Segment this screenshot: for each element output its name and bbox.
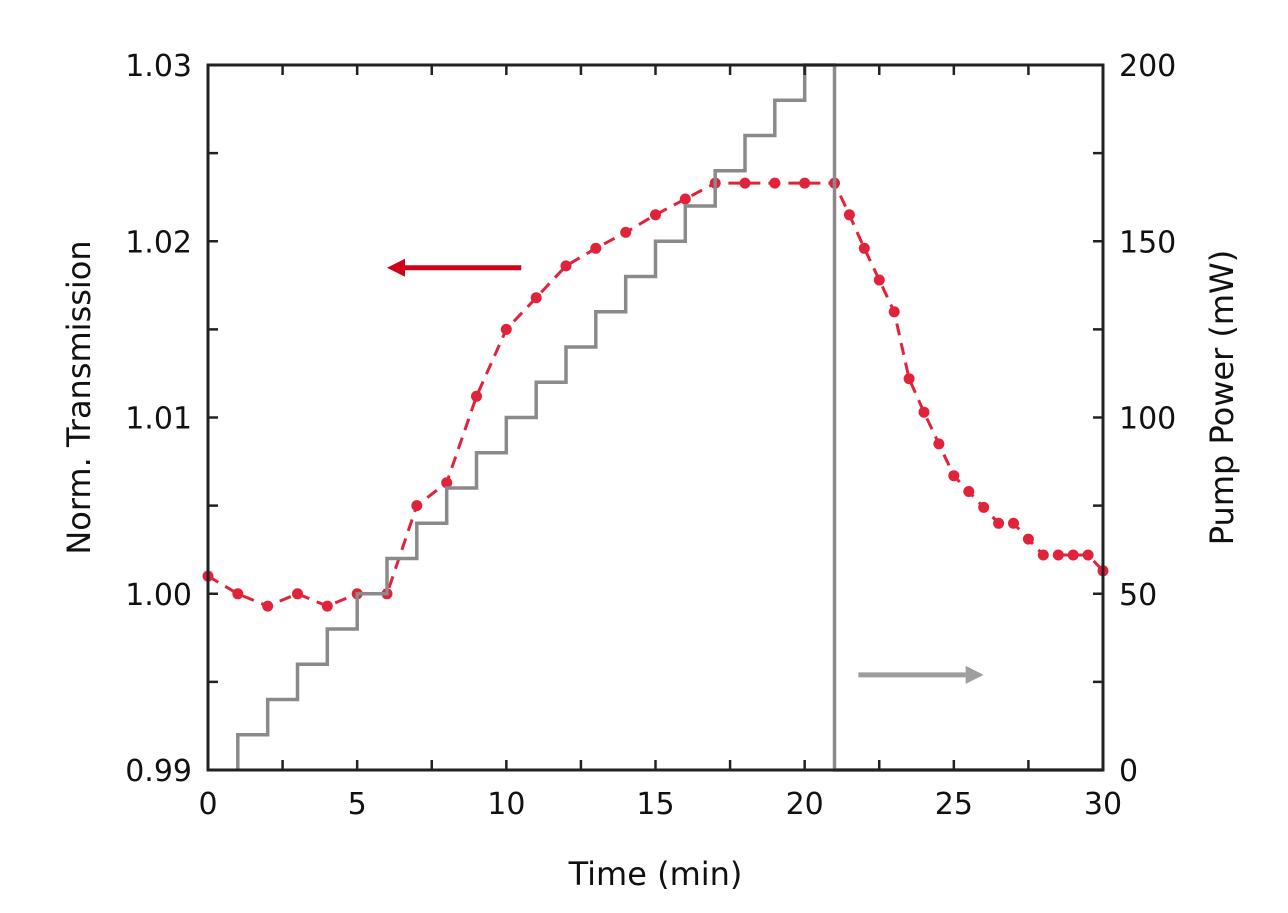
y-left-tick-label: 0.99	[125, 754, 192, 789]
transmission-data-point	[650, 209, 661, 221]
transmission-data-point	[262, 600, 274, 612]
transmission-data-point	[530, 292, 542, 304]
transmission-data-point	[679, 193, 691, 205]
y-left-tick-label: 1.01	[125, 402, 192, 437]
transmission-data-point	[799, 177, 811, 189]
transmission-data-point	[918, 406, 930, 418]
y-right-tick-label: 50	[1119, 578, 1157, 613]
axis-ticks	[206, 63, 1105, 772]
transmission-data-point	[292, 588, 303, 600]
transmission-data-point	[1052, 549, 1064, 561]
right-axis-arrow-head	[965, 665, 984, 684]
left-axis-arrow-head	[387, 258, 405, 277]
transmission-data-point	[560, 260, 572, 272]
transmission-data-point	[620, 226, 632, 238]
transmission-series-line	[207, 181, 1105, 608]
transmission-data-point	[843, 209, 855, 221]
transmission-data-point	[590, 242, 602, 254]
x-tick-label: 30	[1084, 787, 1122, 822]
transmission-data-point	[769, 177, 781, 189]
transmission-data-point	[873, 274, 885, 286]
x-tick-label: 0	[198, 787, 217, 822]
y-right-axis-title: Pump Power (mW)	[1203, 250, 1241, 545]
x-axis-title: Time (min)	[568, 855, 743, 893]
transmission-data-point	[232, 588, 244, 600]
y-right-tick-label: 0	[1119, 754, 1138, 789]
y-right-tick-label: 100	[1119, 402, 1176, 437]
transmission-data-point	[993, 517, 1005, 529]
x-tick-label: 15	[636, 787, 674, 822]
x-tick-label: 5	[348, 787, 367, 822]
y-right-tick-label: 150	[1119, 225, 1176, 260]
transmission-data-point	[500, 323, 512, 335]
x-tick-label: 20	[786, 787, 824, 822]
transmission-data-point	[963, 486, 975, 497]
pump-power-series-line	[236, 63, 1103, 772]
transmission-data-point	[858, 242, 870, 254]
transmission-data-point	[411, 500, 423, 512]
transmission-data-point	[1082, 549, 1094, 561]
transmission-data-point	[948, 470, 960, 482]
transmission-data-point	[321, 600, 333, 612]
transmission-data-point	[1008, 517, 1019, 529]
x-tick-label: 10	[487, 787, 525, 822]
transmission-data-point	[978, 501, 990, 513]
transmission-data-point	[441, 477, 453, 489]
transmission-data-point	[471, 390, 482, 402]
transmission-data-point	[933, 438, 945, 450]
y-left-axis-title: Norm. Transmission	[60, 240, 98, 554]
x-tick-label: 25	[935, 787, 973, 822]
transmission-data-point	[739, 177, 751, 189]
transmission-data-point	[903, 373, 915, 385]
y-right-tick-label: 200	[1119, 49, 1176, 84]
transmission-data-point	[1037, 549, 1049, 561]
y-left-tick-label: 1.00	[125, 578, 192, 613]
plot-area	[202, 63, 1109, 772]
axis-tick-labels: 0 5 10 15 20 25 30 0.99 1.00 1.01 1.02 1.03 0 50 100 15…	[125, 49, 1176, 822]
transmission-data-point	[1067, 549, 1079, 561]
plot-frame	[206, 63, 1105, 772]
transmission-data-point	[1022, 533, 1034, 545]
y-left-tick-label: 1.02	[125, 225, 192, 260]
y-left-tick-label: 1.03	[125, 49, 192, 84]
transmission-data-point	[888, 306, 900, 318]
